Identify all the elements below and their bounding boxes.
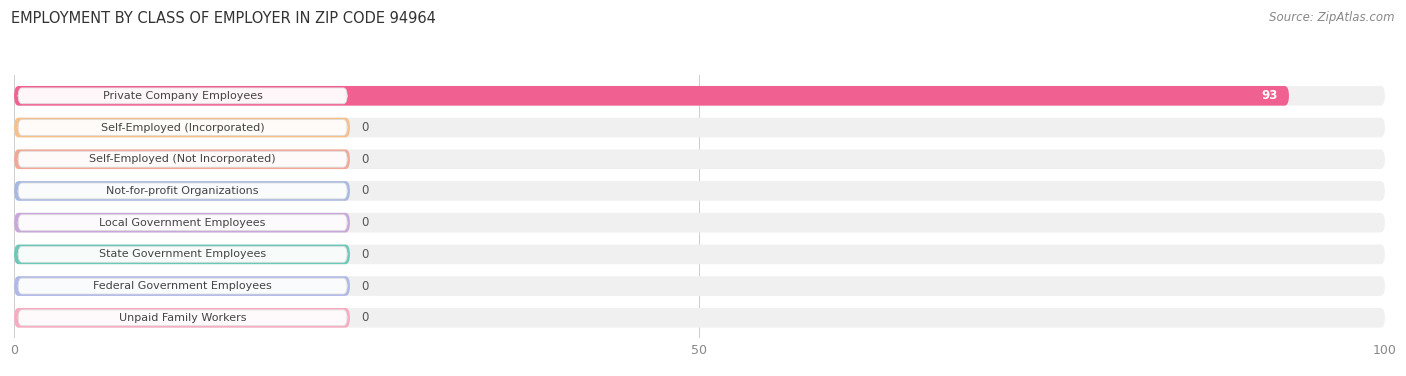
Text: State Government Employees: State Government Employees: [98, 249, 266, 259]
Text: Not-for-profit Organizations: Not-for-profit Organizations: [107, 186, 259, 196]
Text: Local Government Employees: Local Government Employees: [100, 218, 266, 227]
FancyBboxPatch shape: [14, 149, 1385, 169]
Text: 0: 0: [361, 216, 368, 229]
Text: 0: 0: [361, 121, 368, 134]
Text: 0: 0: [361, 185, 368, 197]
Text: 0: 0: [361, 248, 368, 261]
FancyBboxPatch shape: [14, 308, 350, 327]
Text: Unpaid Family Workers: Unpaid Family Workers: [120, 313, 246, 323]
FancyBboxPatch shape: [14, 244, 1385, 264]
FancyBboxPatch shape: [18, 151, 347, 167]
FancyBboxPatch shape: [18, 310, 347, 326]
Text: 0: 0: [361, 153, 368, 166]
FancyBboxPatch shape: [18, 215, 347, 230]
FancyBboxPatch shape: [14, 276, 350, 296]
FancyBboxPatch shape: [14, 308, 1385, 327]
Text: EMPLOYMENT BY CLASS OF EMPLOYER IN ZIP CODE 94964: EMPLOYMENT BY CLASS OF EMPLOYER IN ZIP C…: [11, 11, 436, 26]
FancyBboxPatch shape: [18, 183, 347, 199]
FancyBboxPatch shape: [18, 246, 347, 262]
Text: 0: 0: [361, 280, 368, 293]
FancyBboxPatch shape: [18, 278, 347, 294]
FancyBboxPatch shape: [14, 86, 1385, 106]
Text: 93: 93: [1261, 89, 1278, 102]
FancyBboxPatch shape: [14, 118, 1385, 137]
FancyBboxPatch shape: [18, 88, 347, 104]
Text: Self-Employed (Incorporated): Self-Employed (Incorporated): [101, 123, 264, 132]
FancyBboxPatch shape: [14, 181, 1385, 201]
FancyBboxPatch shape: [14, 181, 350, 201]
FancyBboxPatch shape: [14, 213, 1385, 232]
Text: 0: 0: [361, 311, 368, 324]
Text: Federal Government Employees: Federal Government Employees: [93, 281, 271, 291]
FancyBboxPatch shape: [14, 244, 350, 264]
FancyBboxPatch shape: [14, 276, 1385, 296]
Text: Self-Employed (Not Incorporated): Self-Employed (Not Incorporated): [90, 154, 276, 164]
FancyBboxPatch shape: [14, 149, 350, 169]
FancyBboxPatch shape: [18, 120, 347, 135]
Text: Source: ZipAtlas.com: Source: ZipAtlas.com: [1270, 11, 1395, 24]
Text: Private Company Employees: Private Company Employees: [103, 91, 263, 101]
FancyBboxPatch shape: [14, 118, 350, 137]
FancyBboxPatch shape: [14, 213, 350, 232]
FancyBboxPatch shape: [14, 86, 1289, 106]
